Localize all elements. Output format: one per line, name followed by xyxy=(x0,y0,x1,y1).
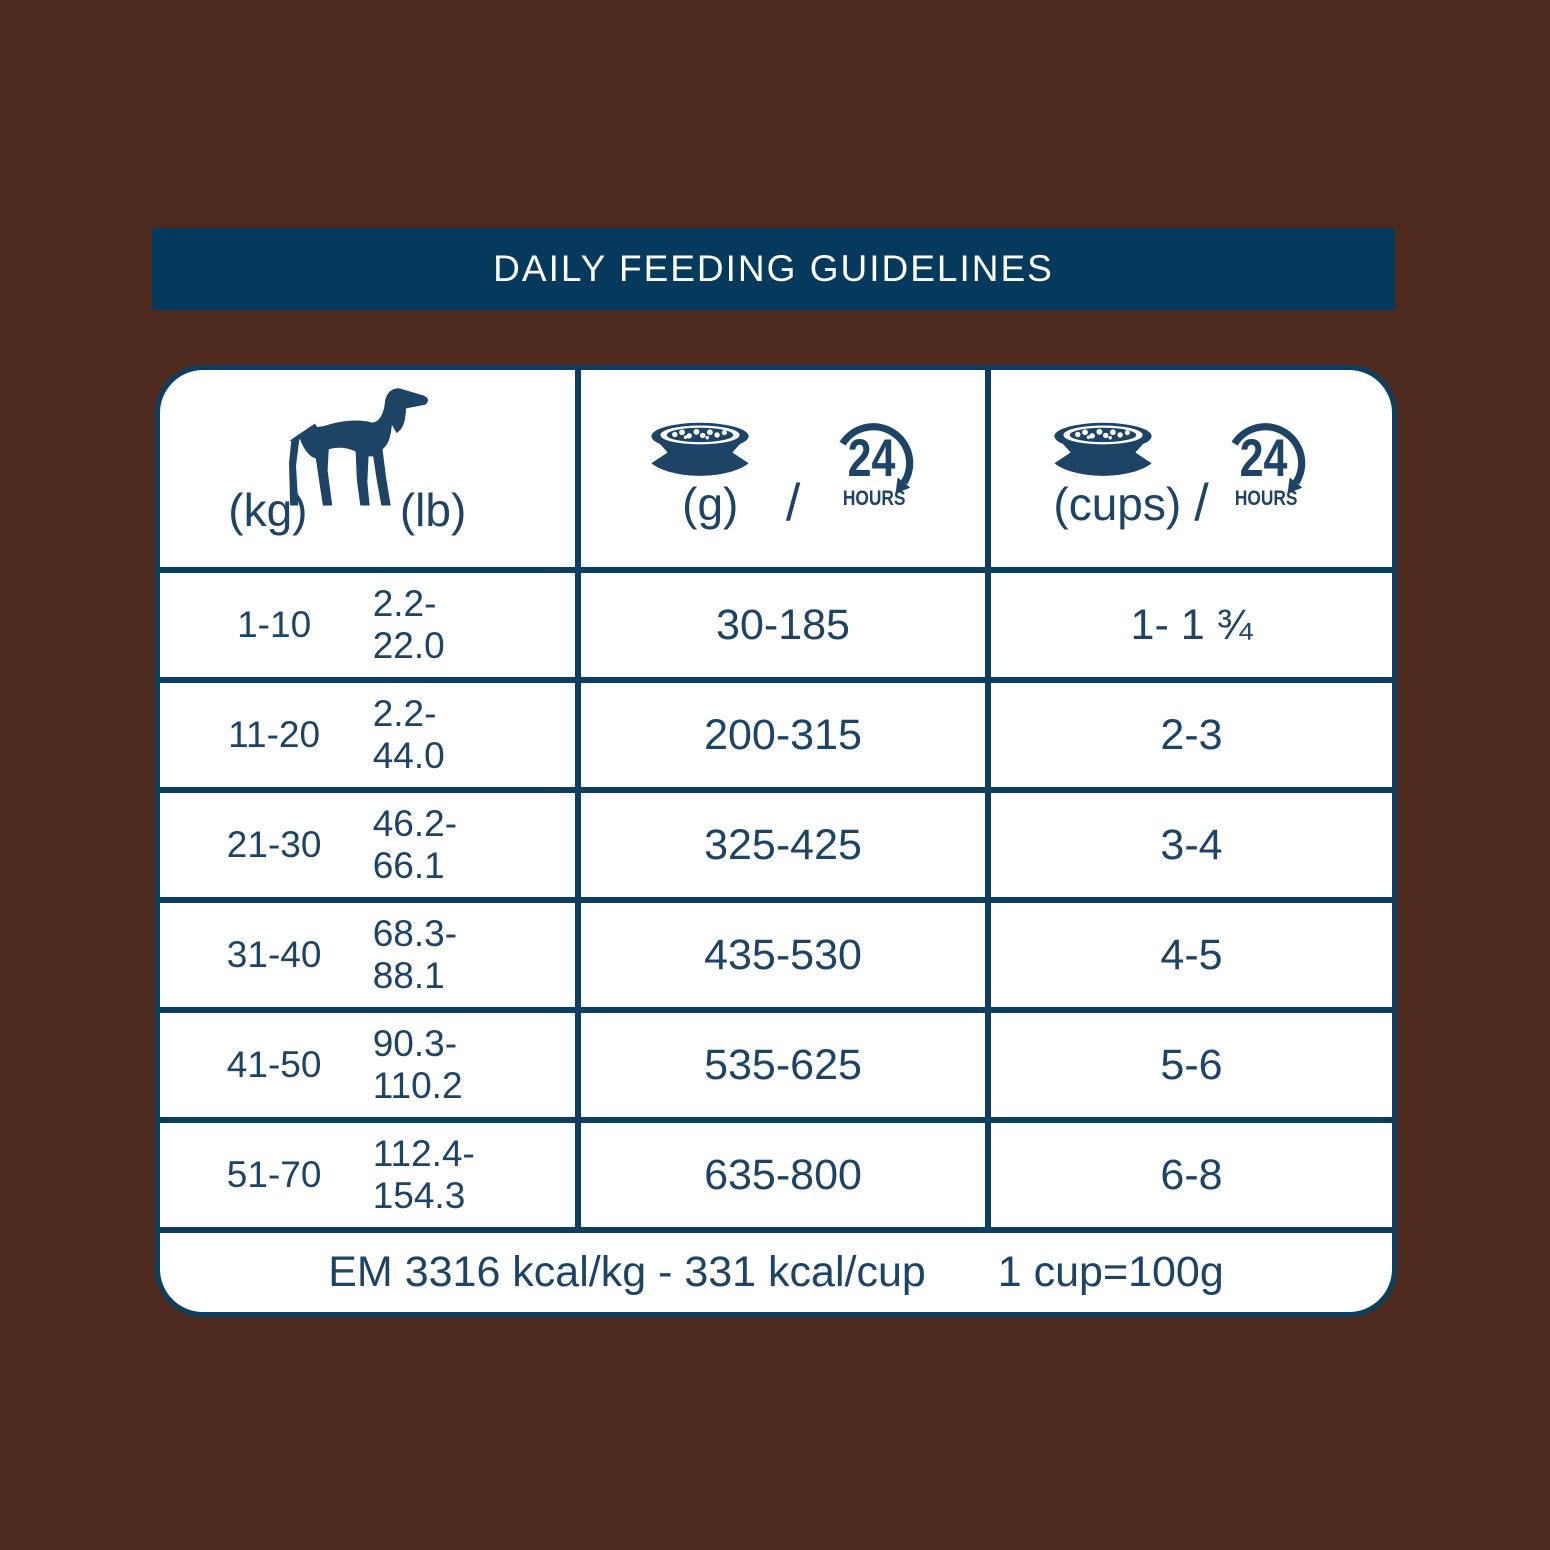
cups-cell: 2-3 xyxy=(991,683,1392,787)
kg-value: 31-40 xyxy=(226,934,322,975)
feeding-table: (kg) (lb) (g) xyxy=(155,365,1397,1317)
header-weight-cell: (kg) (lb) xyxy=(160,370,581,567)
kg-value: 1-10 xyxy=(237,604,312,645)
grams-value: 435-530 xyxy=(704,930,862,979)
kg-value: 41-50 xyxy=(226,1044,322,1085)
grams-cell: 635-800 xyxy=(581,1123,991,1227)
dog-icon xyxy=(289,388,429,506)
weight-cell: 1-10 2.2-22.0 xyxy=(160,573,581,677)
grams-cell: 30-185 xyxy=(581,573,991,677)
energy-content-label: EM 3316 kcal/kg - 331 kcal/cup xyxy=(328,1248,926,1296)
per-slash: / xyxy=(1194,474,1209,532)
24-hours-icon: 24 HOURS xyxy=(839,423,914,511)
table-row: 41-50 90.3-110.2 535-625 5-6 xyxy=(160,1013,1392,1123)
lb-value: 112.4-154.3 xyxy=(372,1133,475,1216)
grams-value: 535-625 xyxy=(704,1040,862,1089)
dog-bowl-icon xyxy=(651,422,749,476)
weight-cell: 51-70 112.4-154.3 xyxy=(160,1123,581,1227)
cups-value: 5-6 xyxy=(1160,1040,1223,1089)
table-footer-row: EM 3316 kcal/kg - 331 kcal/cup 1 cup=100… xyxy=(160,1233,1392,1312)
hours-value-text: 24 xyxy=(1239,430,1287,488)
cups-cell: 6-8 xyxy=(991,1123,1392,1227)
lb-value: 46.2-66.1 xyxy=(372,803,458,886)
kg-value: 21-30 xyxy=(226,824,322,865)
grams-value: 30-185 xyxy=(716,600,850,649)
24-hours-icon: 24 HOURS xyxy=(1231,423,1305,511)
weight-cell: 41-50 90.3-110.2 xyxy=(160,1013,581,1117)
weight-cell: 21-30 46.2-66.1 xyxy=(160,793,581,897)
grams-cell: 535-625 xyxy=(581,1013,991,1117)
header-cups-cell: (cups) / 24 HOURS xyxy=(991,370,1392,567)
kg-value: 51-70 xyxy=(226,1154,322,1195)
cups-unit-label: (cups) xyxy=(1053,478,1182,530)
grams-unit-label: (g) xyxy=(682,478,739,530)
grams-value: 200-315 xyxy=(704,710,862,759)
weight-cell: 11-20 2.2-44.0 xyxy=(160,683,581,787)
hours-unit-text: HOURS xyxy=(843,486,906,510)
cups-value: 2-3 xyxy=(1160,710,1223,759)
cups-cell: 1- 1 ¾ xyxy=(991,573,1392,677)
grams-cell: 435-530 xyxy=(581,903,991,1007)
lb-value: 90.3-110.2 xyxy=(372,1023,463,1106)
header-grams-cell: (g) / 24 HOURS xyxy=(581,370,991,567)
per-slash: / xyxy=(785,474,801,532)
table-row: 11-20 2.2-44.0 200-315 2-3 xyxy=(160,683,1392,793)
weight-kg-unit-label: (kg) xyxy=(228,484,308,536)
kibble-dots xyxy=(672,428,727,440)
cups-cell: 5-6 xyxy=(991,1013,1392,1117)
table-row: 51-70 112.4-154.3 635-800 6-8 xyxy=(160,1123,1392,1233)
cups-cell: 4-5 xyxy=(991,903,1392,1007)
table-row: 21-30 46.2-66.1 325-425 3-4 xyxy=(160,793,1392,903)
hours-unit-text: HOURS xyxy=(1235,486,1298,510)
weight-cell: 31-40 68.3-88.1 xyxy=(160,903,581,1007)
cups-value: 1- 1 ¾ xyxy=(1130,600,1253,649)
kibble-dots xyxy=(1075,428,1131,440)
cups-value: 3-4 xyxy=(1160,820,1223,869)
lb-value: 2.2-22.0 xyxy=(372,583,445,666)
grams-value: 325-425 xyxy=(704,820,862,869)
lb-value: 2.2-44.0 xyxy=(372,693,445,776)
table-row: 31-40 68.3-88.1 435-530 4-5 xyxy=(160,903,1392,1013)
grams-value: 635-800 xyxy=(704,1150,862,1199)
kg-value: 11-20 xyxy=(228,714,321,755)
dog-bowl-icon xyxy=(1054,422,1152,476)
cups-cell: 3-4 xyxy=(991,793,1392,897)
table-row: 1-10 2.2-22.0 30-185 1- 1 ¾ xyxy=(160,573,1392,683)
table-header-row: (kg) (lb) (g) xyxy=(160,370,1392,573)
lb-value: 68.3-88.1 xyxy=(372,913,458,996)
grams-cell: 200-315 xyxy=(581,683,991,787)
title-bar: DAILY FEEDING GUIDELINES xyxy=(152,228,1395,310)
hours-value-text: 24 xyxy=(847,430,895,488)
weight-lb-unit-label: (lb) xyxy=(399,484,467,536)
cup-equivalence-label: 1 cup=100g xyxy=(997,1248,1224,1296)
grams-cell: 325-425 xyxy=(581,793,991,897)
page-title: DAILY FEEDING GUIDELINES xyxy=(493,248,1054,289)
cups-value: 4-5 xyxy=(1160,930,1223,979)
cups-value: 6-8 xyxy=(1160,1150,1223,1199)
